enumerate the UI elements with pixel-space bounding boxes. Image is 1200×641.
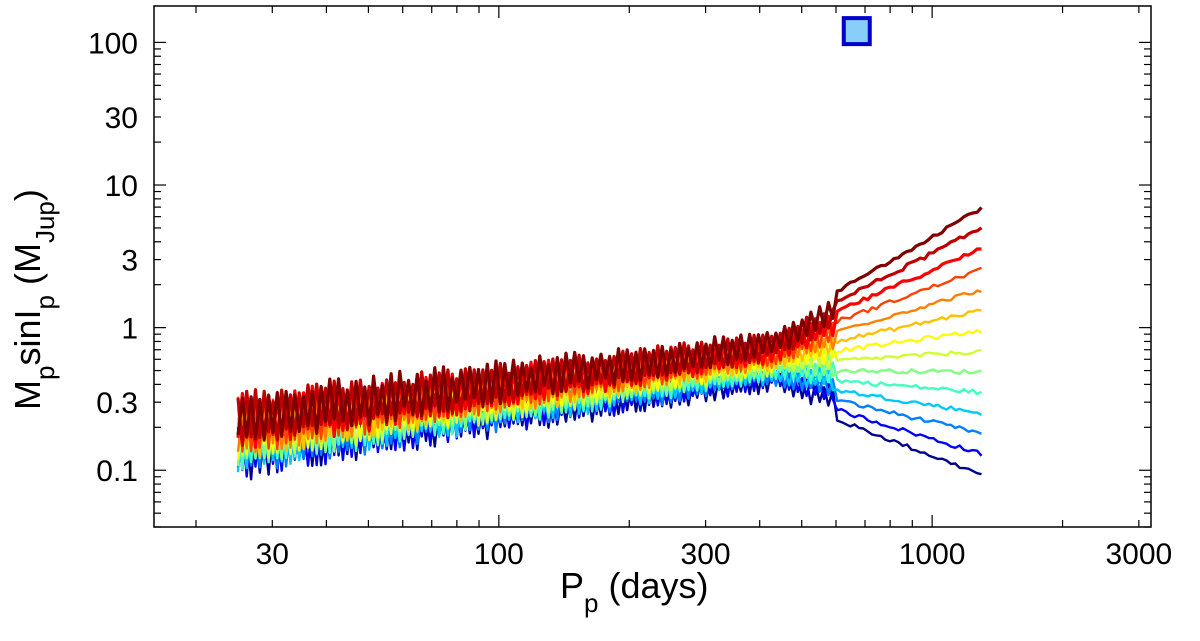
y-axis-title: MpsinIp (MJup) [7,189,60,410]
x-tick-label: 1000 [899,538,966,571]
series-group [236,206,983,481]
y-tick-label: 100 [88,27,138,60]
y-tick-label: 30 [105,102,138,135]
x-axis-title: Pp (days) [560,565,709,618]
x-tick-label: 3000 [1105,538,1172,571]
x-tick-label: 30 [256,538,289,571]
x-tick-label: 100 [474,538,524,571]
y-tick-label: 0.3 [96,387,138,420]
axis-ticks [154,6,1151,528]
y-tick-labels: 0.1 0.3 1 3 10 30 100 [88,27,138,488]
y-tick-label: 10 [105,170,138,203]
x-tick-label: 300 [681,538,731,571]
x-tick-labels: 30 100 300 1000 3000 [256,538,1173,571]
series-line [236,206,983,442]
y-tick-label: 0.1 [96,455,138,488]
series-line [236,226,983,447]
y-tick-label: 3 [121,245,138,278]
y-tick-label: 1 [121,313,138,346]
square-marker [841,16,872,47]
